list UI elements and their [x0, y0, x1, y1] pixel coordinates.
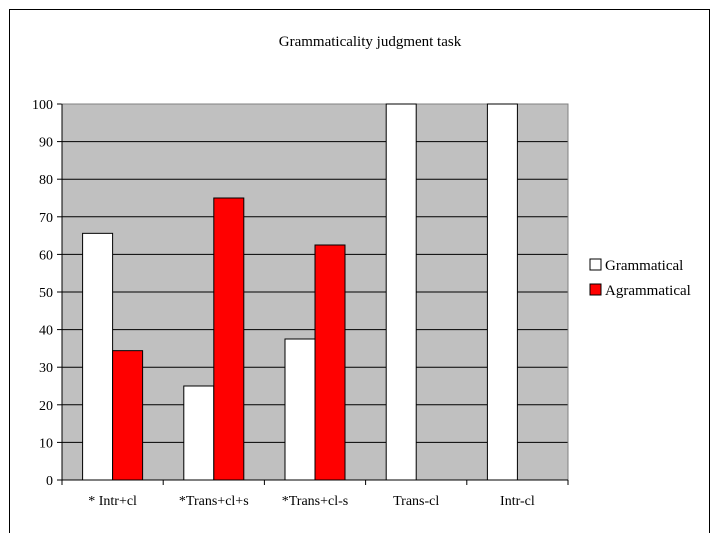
legend-swatch-grammatical: [589, 258, 602, 271]
bar-agrammatical: [314, 244, 346, 481]
legend: Grammatical Agrammatical: [589, 258, 691, 299]
y-tick-label: 100: [32, 98, 53, 113]
y-tick-label: 90: [39, 136, 53, 151]
x-tick-label: Intr-cl: [500, 494, 535, 509]
bar-grammatical: [82, 232, 114, 481]
plot-area: 0 10 20 30 40 50 60 70 80 90 100 * Intr+cl *Trans+cl…: [32, 98, 569, 509]
bar-grammatical: [284, 338, 316, 481]
y-tick-label: 10: [39, 436, 53, 451]
bar-grammatical: [486, 103, 518, 481]
y-tick-label: 0: [46, 474, 53, 489]
y-tick-label: 40: [39, 324, 53, 339]
chart-title: Grammaticality judgment task: [279, 34, 462, 50]
y-tick-label: 80: [39, 173, 53, 188]
x-tick-label: *Trans+cl-s: [282, 494, 349, 509]
bar-grammatical: [385, 103, 417, 481]
legend-label-agrammatical: Agrammatical: [605, 283, 691, 299]
x-tick-label: Trans-cl: [393, 494, 439, 509]
y-tick-label: 30: [39, 361, 53, 376]
x-tick-label: *Trans+cl+s: [179, 494, 249, 509]
bar-grammatical: [183, 385, 215, 481]
y-tick-label: 50: [39, 286, 53, 301]
x-tick-label: * Intr+cl: [88, 494, 137, 509]
y-tick-label: 20: [39, 399, 53, 414]
bar-agrammatical: [112, 350, 144, 481]
y-tick-label: 60: [39, 248, 53, 263]
legend-label-grammatical: Grammatical: [605, 258, 683, 274]
legend-swatch-agrammatical: [589, 283, 602, 296]
bar-agrammatical: [213, 197, 245, 481]
y-tick-label: 70: [39, 211, 53, 226]
